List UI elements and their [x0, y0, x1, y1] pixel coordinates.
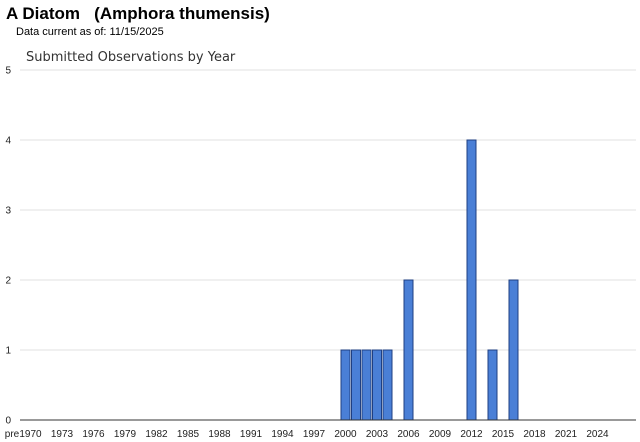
bar-2016: [508, 279, 519, 421]
bar-2000: [340, 349, 351, 421]
x-tick-label: 1997: [303, 429, 326, 440]
chart-title: Submitted Observations by Year: [26, 50, 236, 65]
y-tick-label: 1: [5, 346, 11, 357]
y-tick-label: 4: [5, 136, 11, 147]
x-tick-label: 2018: [523, 429, 546, 440]
x-tick-label: 2006: [397, 429, 420, 440]
x-tick-label: 1982: [145, 429, 168, 440]
x-tick-label: 2003: [366, 429, 389, 440]
y-axis-ticks: 0 1 2 3 4 5: [5, 66, 11, 427]
x-tick-label: 2024: [586, 429, 609, 440]
page-title: A Diatom (Amphora thumensis): [6, 4, 270, 23]
x-axis-ticks: pre 1970 1973 1976 1979 1982 1985 1988 1991 1994 1…: [5, 429, 609, 440]
x-tick-label: 2009: [429, 429, 452, 440]
bar-2004: [382, 349, 393, 421]
bar-2001: [351, 349, 361, 421]
x-tick-label: 1988: [208, 429, 231, 440]
x-tick-label: 2015: [492, 429, 515, 440]
bar-2002: [361, 349, 372, 421]
x-tick-label: 2012: [460, 429, 483, 440]
bar-2014: [487, 349, 498, 421]
x-tick-label: 1970: [19, 429, 42, 440]
x-tick-label: 1994: [271, 429, 294, 440]
x-tick-label: 2021: [555, 429, 578, 440]
x-tick-label: 1985: [177, 429, 200, 440]
data-current-date: Data current as of: 11/15/2025: [16, 26, 164, 38]
gridlines: [20, 69, 636, 351]
x-tick-label: 2000: [334, 429, 357, 440]
y-tick-label: 3: [5, 206, 11, 217]
x-tick-label: 1973: [51, 429, 74, 440]
x-tick-label: pre: [5, 429, 20, 440]
x-tick-label: 1991: [240, 429, 263, 440]
y-tick-label: 0: [5, 416, 11, 427]
x-tick-label: 1979: [114, 429, 137, 440]
y-tick-label: 2: [5, 276, 11, 287]
bar-2006: [403, 279, 414, 421]
bar-2003: [372, 349, 382, 421]
x-tick-label: 1976: [82, 429, 105, 440]
bar-2012: [466, 139, 477, 421]
y-tick-label: 5: [5, 66, 11, 77]
